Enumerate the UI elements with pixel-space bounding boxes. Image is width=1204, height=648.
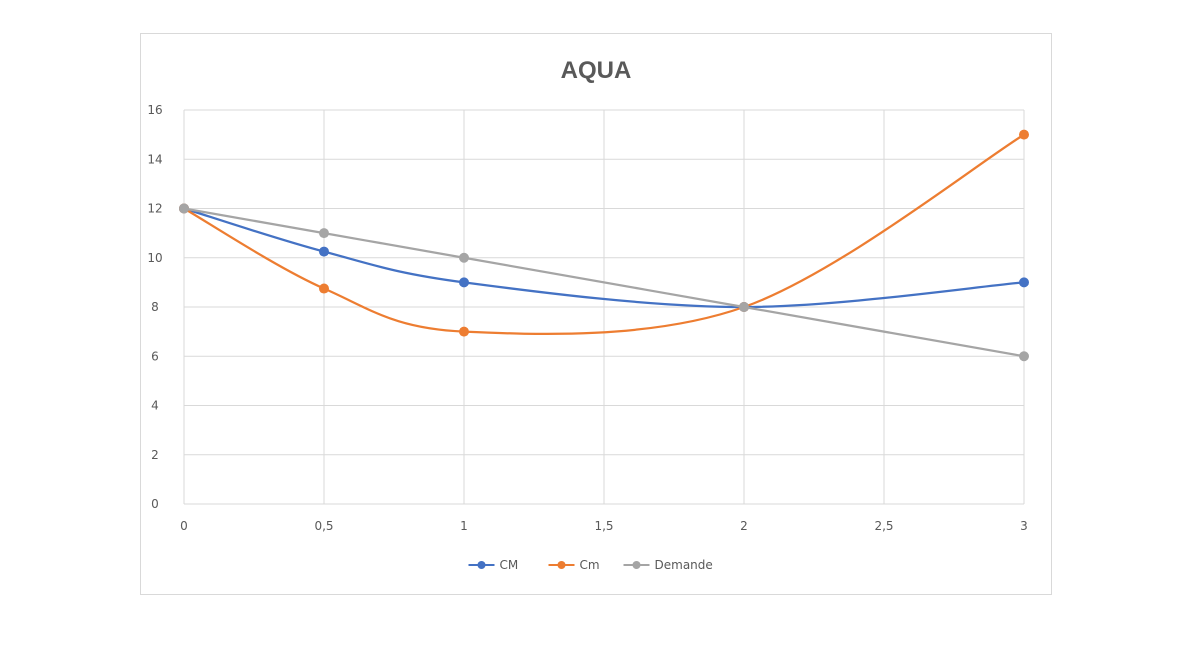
legend-swatch-marker (477, 561, 486, 569)
data-point-demande (179, 203, 189, 214)
series-line-demande (183, 207, 1025, 358)
x-tick-label: 3 (1020, 519, 1028, 533)
x-tick-label: 2,5 (874, 519, 893, 533)
legend-item-demande: Demande (623, 558, 713, 572)
legend-item-cm: Cm (548, 558, 600, 572)
series-line-cm (183, 207, 1025, 309)
y-tick-label: 8 (151, 300, 159, 314)
y-tick-label: 6 (151, 349, 159, 363)
y-tick-label: 2 (151, 448, 159, 462)
x-tick-label: 0,5 (314, 519, 333, 533)
y-tick-label: 0 (151, 497, 159, 511)
line-chart: AQUA 0 2 4 6 8 10 12 14 16 0 0,5 1 1,5 2 2,5 3 CM Cm Dema… (147, 57, 1029, 572)
data-point-cm (1019, 277, 1029, 288)
series-lines (179, 129, 1029, 362)
data-point-demande (459, 252, 469, 263)
legend-label: Cm (580, 558, 600, 572)
legend: CM Cm Demande (468, 558, 713, 572)
data-point-demande (1019, 351, 1029, 362)
chart-container: AQUA 0 2 4 6 8 10 12 14 16 0 0,5 1 1,5 2 2,5 3 CM Cm Dema… (140, 33, 1052, 595)
legend-swatch-marker (557, 561, 566, 569)
x-tick-label: 2 (740, 519, 748, 533)
series-demande (179, 203, 1029, 362)
y-tick-label: 10 (147, 251, 162, 265)
tick-labels: 0 2 4 6 8 10 12 14 16 0 0,5 1 1,5 2 2,5 3 (147, 103, 1027, 533)
y-tick-label: 16 (147, 103, 162, 117)
data-point-demande (739, 302, 749, 312)
data-point-cm (459, 277, 469, 288)
legend-label: Demande (655, 558, 713, 572)
x-tick-label: 0 (180, 519, 188, 533)
legend-swatch-marker (632, 561, 641, 569)
data-point-cm (459, 326, 469, 337)
data-point-demande (319, 228, 329, 239)
y-tick-label: 4 (151, 399, 159, 413)
series-line-cm (183, 133, 1025, 336)
x-tick-label: 1 (460, 519, 468, 533)
y-tick-label: 12 (147, 202, 162, 216)
data-point-cm (319, 246, 329, 257)
legend-label: CM (500, 558, 519, 572)
chart-title: AQUA (561, 57, 632, 84)
gridlines (183, 109, 1025, 505)
y-tick-label: 14 (147, 152, 162, 166)
x-tick-label: 1,5 (594, 519, 613, 533)
data-point-cm (319, 283, 329, 294)
legend-item-cm: CM (468, 558, 519, 572)
data-point-cm (1019, 129, 1029, 140)
